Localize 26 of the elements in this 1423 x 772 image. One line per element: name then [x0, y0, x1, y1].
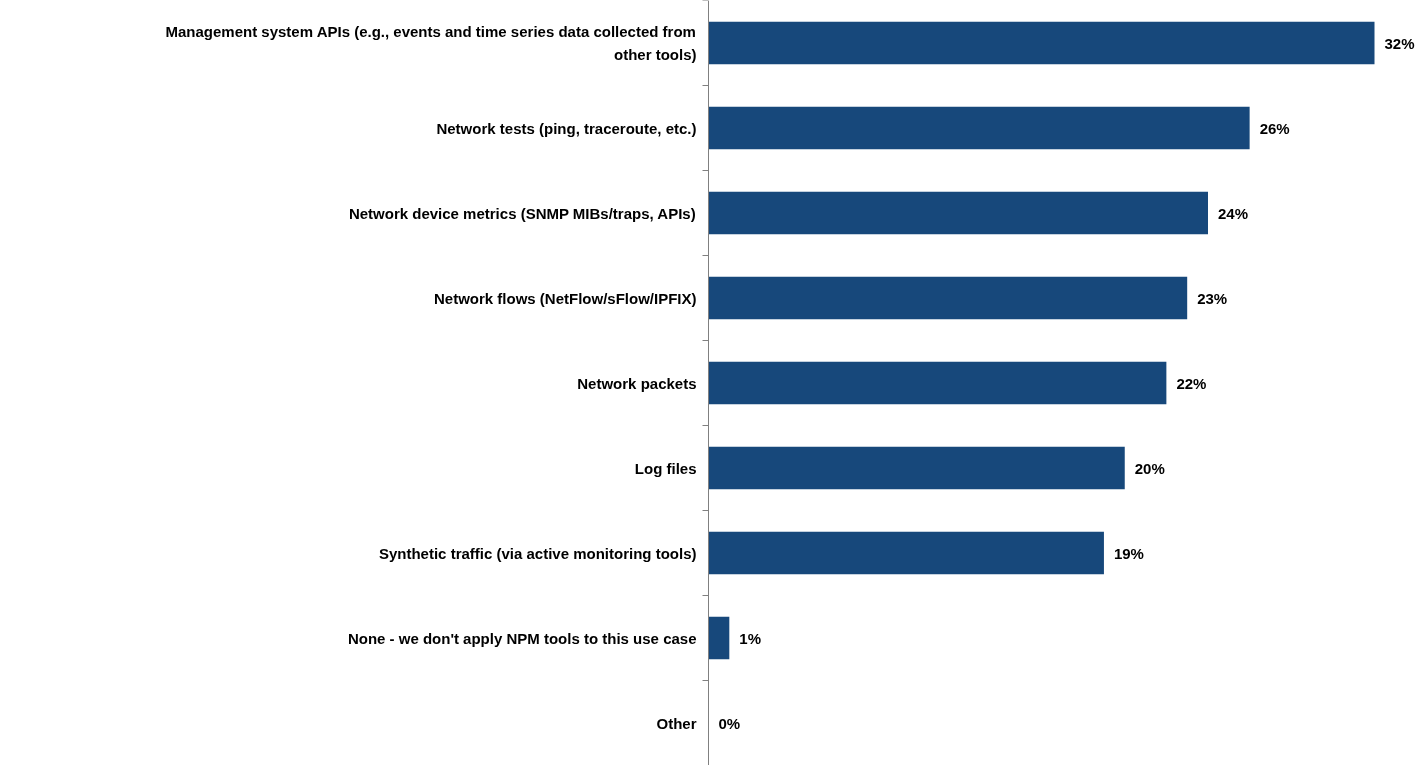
- bar: [708, 106, 1250, 150]
- data-label: 24%: [1218, 204, 1249, 222]
- y-tick-label: Management system APIs (e.g., events and time series data collected from other tools): [165, 23, 697, 63]
- y-tick-label: Network flows (NetFlow/sFlow/IPFIX): [433, 289, 697, 307]
- data-label: 1%: [739, 629, 761, 647]
- data-label: 23%: [1197, 289, 1228, 307]
- bar: [708, 361, 1167, 405]
- bar: [708, 531, 1104, 575]
- bar: [708, 21, 1375, 65]
- y-tick-label: Network packets: [577, 374, 697, 392]
- bar: [708, 446, 1125, 490]
- data-label: 19%: [1113, 544, 1144, 562]
- y-tick-label: Synthetic traffic (via active monitoring tools): [378, 544, 697, 562]
- data-label: 20%: [1134, 459, 1165, 477]
- data-label: 26%: [1259, 119, 1290, 137]
- y-tick-label: None - we don't apply NPM tools to this use case: [347, 629, 697, 647]
- bar: [708, 616, 730, 660]
- data-label: 22%: [1176, 374, 1207, 392]
- data-label: 32%: [1384, 34, 1415, 52]
- y-tick-label: Other: [656, 714, 697, 732]
- bar: [708, 191, 1208, 235]
- y-tick-label: Network tests (ping, traceroute, etc.): [436, 119, 697, 137]
- data-label: 0%: [718, 714, 741, 732]
- y-tick-label: Network device metrics (SNMP MIBs/traps, APIs): [348, 204, 696, 222]
- bar: [708, 276, 1188, 320]
- y-tick-label: Log files: [634, 459, 697, 477]
